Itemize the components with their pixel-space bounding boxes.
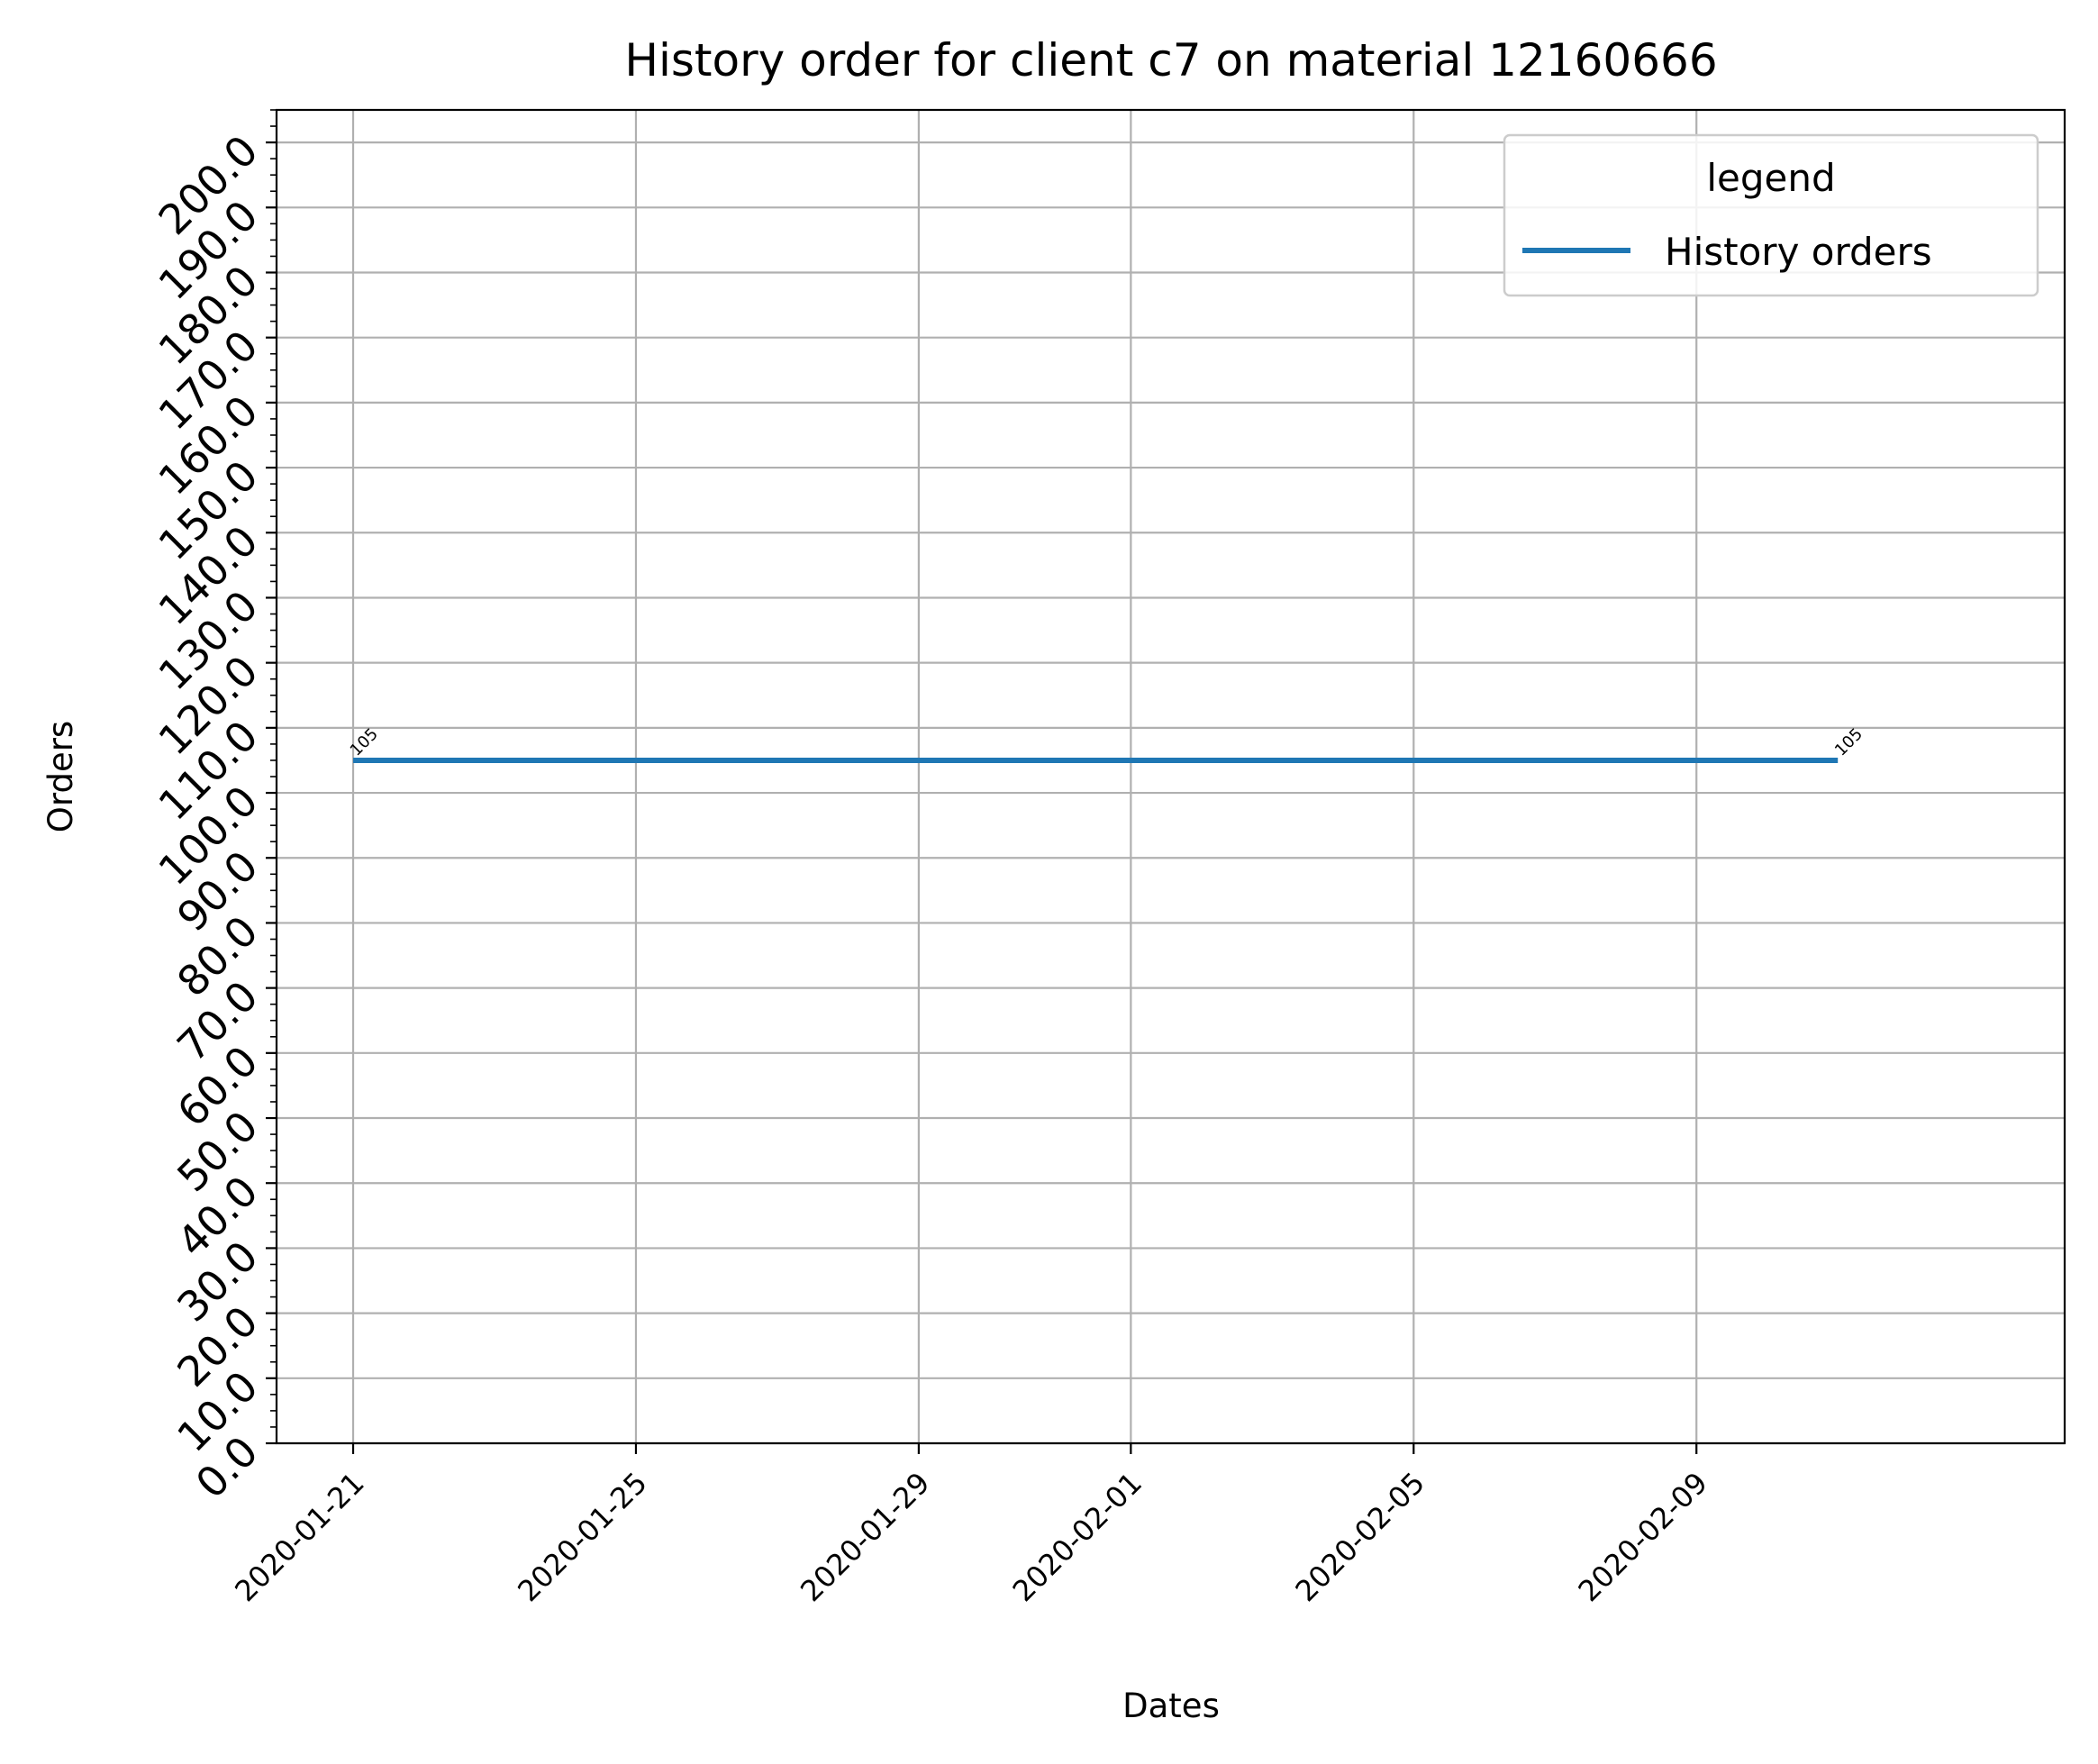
legend: legend History orders — [1503, 133, 2039, 297]
legend-title: legend — [1706, 156, 1835, 200]
chart-title: History order for client c7 on material … — [624, 34, 1717, 86]
legend-entry-history-orders: History orders — [1665, 230, 1932, 274]
legend-box — [1503, 133, 2039, 297]
x-axis-label: Dates — [1122, 1687, 1220, 1725]
y-axis-label: Orders — [41, 721, 80, 832]
